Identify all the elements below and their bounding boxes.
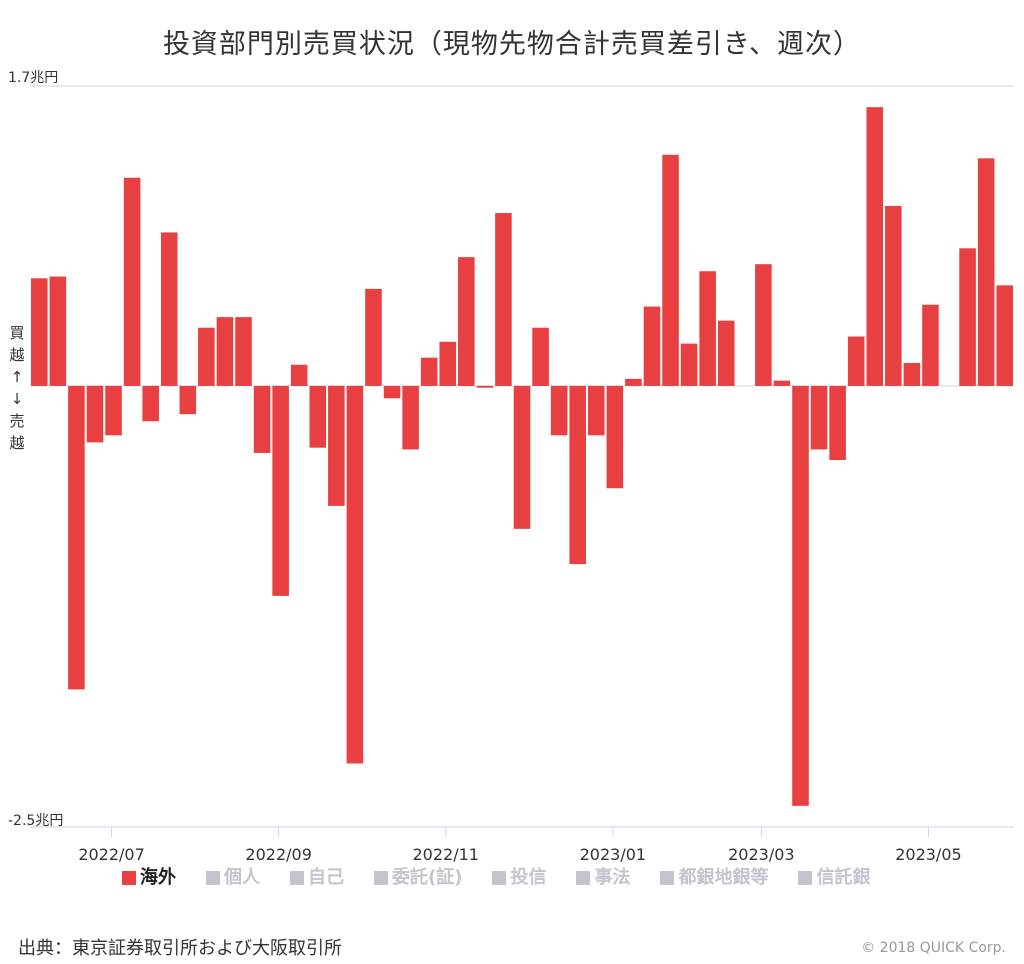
legend-swatch (492, 871, 507, 885)
bar (86, 385, 104, 443)
bar (105, 385, 122, 436)
legend-item[interactable]: 個人 (206, 866, 260, 890)
legend-swatch (122, 871, 136, 885)
chart-title: 投資部門別売買状況（現物先物合計売買差引き、週次） (162, 29, 862, 60)
y-axis-label-sell: 越 (9, 434, 24, 452)
bar (866, 107, 884, 386)
bar (810, 385, 828, 450)
x-tick-label: 2023/03 (728, 845, 794, 864)
legend-swatch (798, 871, 813, 885)
legend-swatch (206, 871, 220, 885)
bar (773, 380, 791, 386)
bar (643, 306, 661, 386)
bar (476, 385, 494, 388)
bar (31, 278, 48, 386)
legend-label: 自己 (308, 867, 344, 888)
y-tick-label: -2.5兆円 (8, 813, 63, 829)
bar (792, 385, 809, 806)
bar (625, 378, 642, 386)
x-tick-label: 2022/07 (78, 845, 144, 864)
bar (755, 264, 772, 386)
bar (420, 357, 438, 386)
bar (383, 385, 401, 399)
bar (160, 232, 178, 386)
legend-item[interactable]: 海外 (122, 866, 176, 890)
y-axis-label-buy: ↑ (11, 368, 24, 386)
legend-swatch (290, 871, 304, 885)
legend-item[interactable]: 信託銀 (798, 866, 870, 890)
bar (328, 385, 345, 506)
legend-swatch (660, 871, 675, 885)
bar (532, 327, 549, 386)
y-axis-label-sell: ↓ (11, 390, 24, 408)
legend-label: 海外 (140, 867, 176, 888)
bar (235, 317, 252, 386)
legend-label: 都銀地銀等 (678, 867, 769, 888)
legend-item[interactable]: 投信 (492, 866, 546, 890)
bar (495, 213, 512, 386)
y-tick-label: 1.7兆円 (8, 70, 58, 86)
copyright: © 2018 QUICK Corp. (861, 940, 1006, 956)
bar (885, 205, 902, 386)
bar (290, 364, 308, 386)
legend-item[interactable]: 委託(証) (374, 866, 462, 890)
x-tick-label: 2023/01 (580, 845, 646, 864)
bar (922, 304, 939, 386)
legend-item[interactable]: 自己 (290, 866, 344, 890)
bar (309, 385, 327, 448)
bar (365, 288, 382, 386)
legend-label: 投信 (510, 867, 547, 888)
y-axis-label-sell: 売 (9, 412, 24, 430)
bar (458, 257, 475, 386)
bar (847, 336, 865, 386)
x-tick-label: 2022/11 (413, 845, 479, 864)
legend-item[interactable]: 事法 (576, 866, 630, 890)
bar (253, 385, 271, 453)
bar (717, 320, 735, 386)
source-note: 出典：東京証券取引所および大阪取引所 (18, 938, 342, 959)
bar (606, 385, 624, 489)
legend-swatch (576, 871, 591, 885)
legend-label: 事法 (594, 867, 631, 888)
bar (996, 285, 1013, 386)
bar (49, 276, 67, 386)
x-tick-label: 2023/05 (895, 845, 961, 864)
bar (977, 158, 995, 386)
bar (216, 317, 234, 386)
bar (179, 385, 197, 415)
bar (550, 385, 568, 436)
legend-label: 委託(証) (392, 867, 463, 888)
bar (439, 341, 457, 386)
bar (569, 385, 586, 565)
bar (662, 154, 679, 386)
legend-swatch (374, 871, 388, 885)
bar (829, 385, 846, 461)
legend-label: 信託銀 (816, 867, 871, 888)
bar (198, 327, 215, 386)
bar (123, 177, 141, 386)
legend: 海外 個人 自己 委託(証) 投信 事法 都銀地銀等 信託銀 (122, 866, 1002, 890)
legend-label: 個人 (224, 867, 260, 888)
legend-item[interactable]: 都銀地銀等 (660, 866, 768, 890)
bar (680, 343, 698, 386)
x-tick-label: 2022/09 (245, 845, 311, 864)
bar (68, 385, 85, 690)
y-axis-label-buy: 越 (9, 346, 24, 364)
bar (513, 385, 531, 529)
bar (699, 271, 716, 386)
bar (959, 248, 976, 386)
y-axis-label-buy: 買 (9, 324, 24, 342)
bar (346, 385, 364, 764)
bar (903, 362, 921, 386)
bar (142, 385, 159, 422)
bar (272, 385, 289, 596)
bar (402, 385, 419, 450)
bar (587, 385, 605, 436)
